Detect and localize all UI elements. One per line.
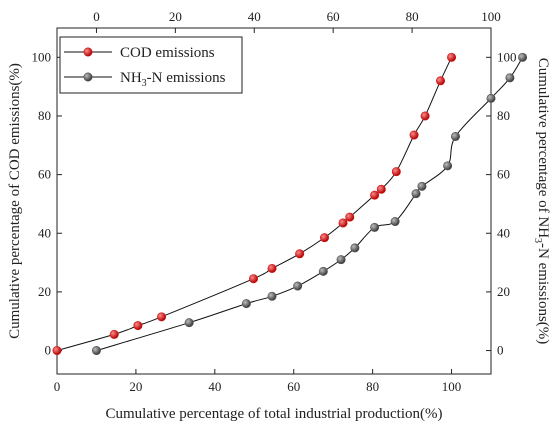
x-tick-label: 40	[208, 379, 221, 394]
series-point-1	[409, 130, 419, 140]
series-point-1	[447, 52, 457, 62]
series-point-2	[91, 346, 101, 356]
series-point-2	[293, 281, 303, 291]
series-point-1	[133, 321, 143, 331]
series-point-1	[435, 76, 445, 86]
legend-label-2: NH3-N emissions	[120, 70, 226, 89]
x-tick-label: 100	[442, 379, 462, 394]
y-tick-label-left: 100	[32, 49, 52, 64]
series-point-2	[336, 255, 346, 265]
series-point-1	[320, 233, 330, 243]
y-tick-label-right: 60	[497, 167, 510, 182]
x-tick-label: 60	[287, 379, 300, 394]
y-tick-label-left: 40	[38, 225, 51, 240]
legend-label-1: COD emissions	[120, 45, 215, 61]
y-tick-label-left: 80	[38, 108, 51, 123]
series-point-2	[518, 52, 528, 62]
series-point-2	[443, 161, 453, 171]
y-axis-label-right: Cumulative percentage of NH3-N emissions…	[532, 58, 550, 345]
x2-tick-label: 20	[169, 9, 182, 24]
series-point-2	[241, 299, 251, 309]
plot-frame	[56, 27, 492, 375]
series-point-2	[450, 131, 460, 141]
series-point-2	[417, 181, 427, 191]
series-point-2	[350, 243, 360, 253]
legend-marker-2	[83, 72, 93, 82]
y-axis-label-right-part2: -N emissions(%)	[535, 243, 550, 344]
legend-box	[59, 36, 243, 94]
series-point-2	[267, 291, 277, 301]
series-point-2	[486, 93, 496, 103]
y-tick-label-left: 60	[38, 167, 51, 182]
series-point-2	[370, 222, 380, 232]
series-point-2	[505, 73, 515, 83]
y-tick-label-left: 20	[38, 284, 51, 299]
series-point-1	[157, 312, 167, 322]
series-point-2	[318, 266, 328, 276]
x2-tick-label: 100	[481, 9, 501, 24]
series-point-1	[52, 346, 62, 356]
series-line-2	[96, 57, 523, 352]
x-axis-label: Cumulative percentage of total industria…	[106, 406, 443, 422]
series-point-1	[370, 190, 380, 200]
x2-tick-label: 80	[406, 9, 419, 24]
y-tick-label-left: 0	[45, 343, 52, 358]
series-point-1	[391, 167, 401, 177]
y-tick-label-right: 40	[497, 225, 510, 240]
y-tick-label-right: 20	[497, 284, 510, 299]
series-point-1	[376, 184, 386, 194]
series-point-2	[390, 217, 400, 227]
y-axis-label-right-sub: 3	[532, 238, 543, 243]
y-tick-label-right: 80	[497, 108, 510, 123]
y-tick-label-right: 100	[497, 49, 517, 64]
series-point-1	[109, 329, 119, 339]
series-point-2	[411, 189, 421, 199]
series-point-1	[267, 263, 277, 273]
x2-tick-label: 40	[248, 9, 261, 24]
series-point-1	[345, 212, 355, 222]
series-point-1	[420, 111, 430, 121]
y-axis-label-right-part1: Cumulative percentage of NH	[535, 58, 550, 239]
series-point-2	[184, 318, 194, 328]
y-axis-label-left: Cumulative percentage of COD emissions(%…	[7, 63, 23, 339]
legend-marker-1	[83, 47, 93, 57]
y-tick-label-right: 0	[497, 343, 504, 358]
series-line-1	[56, 57, 452, 352]
x-tick-label: 80	[366, 379, 379, 394]
x-tick-label: 20	[129, 379, 142, 394]
x-tick-label: 0	[54, 379, 61, 394]
x2-tick-label: 0	[93, 9, 100, 24]
series-point-1	[338, 218, 348, 228]
x2-tick-label: 60	[327, 9, 340, 24]
series-point-1	[248, 274, 258, 284]
series-point-1	[295, 249, 305, 259]
